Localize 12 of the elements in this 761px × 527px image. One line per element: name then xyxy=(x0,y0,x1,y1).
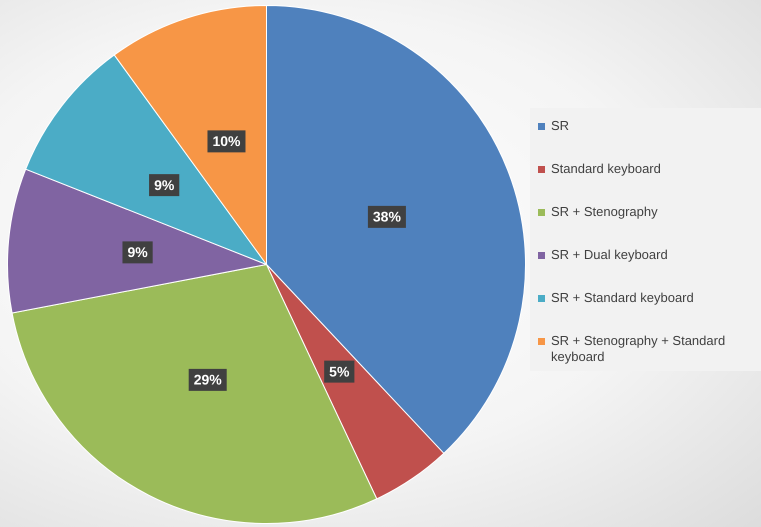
legend-label: Standard keyboard xyxy=(551,161,661,177)
slice-label: SR xyxy=(551,118,570,134)
data-label: 38% xyxy=(372,208,402,225)
data-label: 29% xyxy=(194,372,222,388)
legend-label: SR + Stenography + Standard keyboard xyxy=(551,333,726,365)
data-label: 9% xyxy=(154,176,175,193)
data-label: 10% xyxy=(212,133,242,150)
legend-label: SR + Dual keyboard xyxy=(551,247,668,263)
data-label: 9% xyxy=(127,244,148,260)
data-label: 5% xyxy=(329,363,350,380)
legend-label: SR + Stenography xyxy=(551,204,658,220)
legend-label: SR + Standard keyboard xyxy=(551,290,694,306)
